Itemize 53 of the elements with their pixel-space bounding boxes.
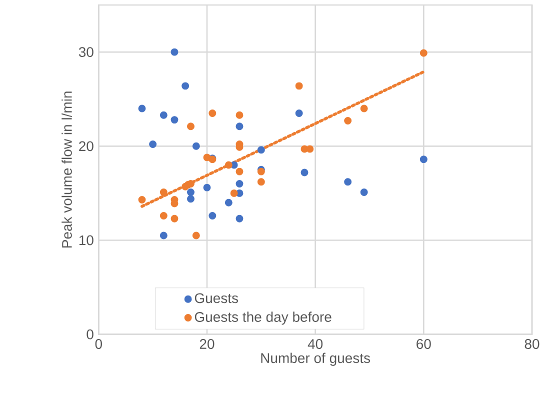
point [360,188,368,196]
point [160,212,168,220]
x-tick-label: 80 [524,339,540,349]
legend-label: Guests [194,293,238,304]
point [192,142,200,150]
y-tick-label: 20 [79,141,94,152]
y-axis-title: Peak volume flow in l/min [62,92,72,248]
point [236,180,244,188]
point [138,104,146,112]
y-tick-label: 30 [78,47,94,58]
point [160,188,168,196]
point [295,109,303,117]
x-tick-label: 60 [416,339,431,349]
point [306,145,314,153]
x-axis-title: Number of guests [261,352,370,366]
point [344,117,352,124]
point [192,232,200,240]
point [208,212,216,220]
point [138,196,146,204]
point [160,232,168,240]
point [360,104,368,112]
point [170,214,178,222]
point [187,122,194,130]
point [187,195,194,203]
point [149,140,157,148]
point [187,188,194,196]
point [236,214,244,222]
point [208,109,216,117]
point [236,111,244,119]
point [257,146,265,154]
point [182,82,190,90]
point [295,82,303,90]
point [344,178,352,186]
x-tick-label: 20 [200,339,214,349]
point [182,182,190,190]
x-tick-label: 0 [95,339,102,349]
legend-label: Guests the day before [194,312,332,325]
point [160,111,168,119]
point [300,168,308,176]
point [230,189,238,197]
point [257,178,265,186]
point [236,122,244,130]
point [420,156,428,164]
point [420,49,428,57]
point [224,198,232,206]
y-tick-label: 0 [86,329,94,340]
point [170,48,178,56]
point [236,168,244,176]
point [203,184,211,192]
x-tick-label: 40 [308,339,323,349]
point [224,161,232,169]
y-tick-label: 10 [79,235,94,246]
point [170,116,178,124]
